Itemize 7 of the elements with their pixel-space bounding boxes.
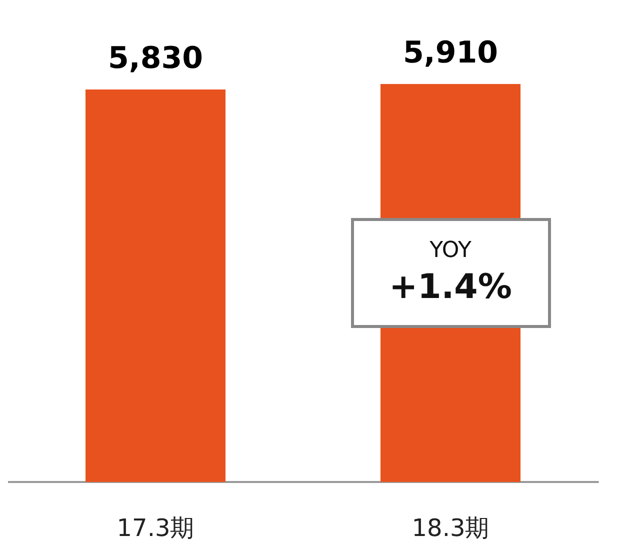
x-tick-label: 17.3期: [116, 514, 194, 542]
annotation: +1.4%: [389, 266, 512, 310]
x-tick-label: 18.3期: [412, 514, 490, 542]
annotation: YOY: [430, 236, 472, 265]
data-label: 5,830: [108, 40, 203, 76]
data-label: 5,910: [403, 36, 498, 71]
callout-box: YOY +1.4%: [350, 218, 550, 328]
